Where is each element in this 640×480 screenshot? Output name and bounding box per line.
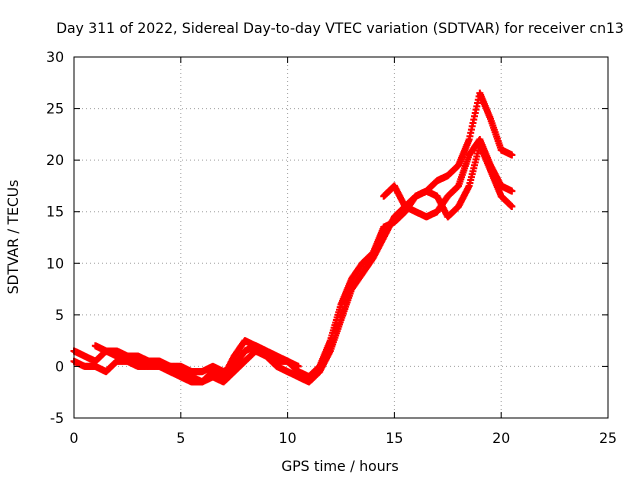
data-markers — [70, 89, 516, 386]
x-tick-label: 5 — [176, 431, 185, 447]
data-point — [294, 362, 302, 370]
y-axis-label: SDTVAR / TECUs — [6, 180, 22, 295]
x-axis-label: GPS time / hours — [281, 459, 398, 475]
data-point — [508, 187, 516, 195]
y-tick-label: -5 — [50, 411, 64, 427]
x-tick-label: 25 — [599, 431, 617, 447]
y-axis-ticks: -5 0 5 10 15 20 25 30 — [46, 50, 608, 427]
y-tick-label: 20 — [46, 153, 64, 169]
y-tick-label: 15 — [46, 205, 64, 221]
x-axis-ticks: 0 5 10 15 20 25 — [70, 57, 617, 447]
series-track-c — [91, 141, 516, 376]
x-tick-label: 15 — [385, 431, 403, 447]
x-tick-label: 0 — [70, 431, 79, 447]
y-tick-label: 5 — [55, 308, 64, 324]
y-tick-label: 10 — [46, 256, 64, 272]
y-tick-label: 30 — [46, 50, 64, 66]
data-point — [508, 151, 516, 159]
plot-frame — [73, 56, 609, 419]
x-tick-label: 20 — [492, 431, 510, 447]
x-tick-label: 10 — [279, 431, 297, 447]
y-tick-label: 25 — [46, 102, 64, 118]
y-tick-label: 0 — [55, 359, 64, 375]
series-track-b — [70, 136, 516, 386]
data-point — [508, 203, 516, 211]
chart-title: Day 311 of 2022, Sidereal Day-to-day VTE… — [56, 21, 624, 37]
